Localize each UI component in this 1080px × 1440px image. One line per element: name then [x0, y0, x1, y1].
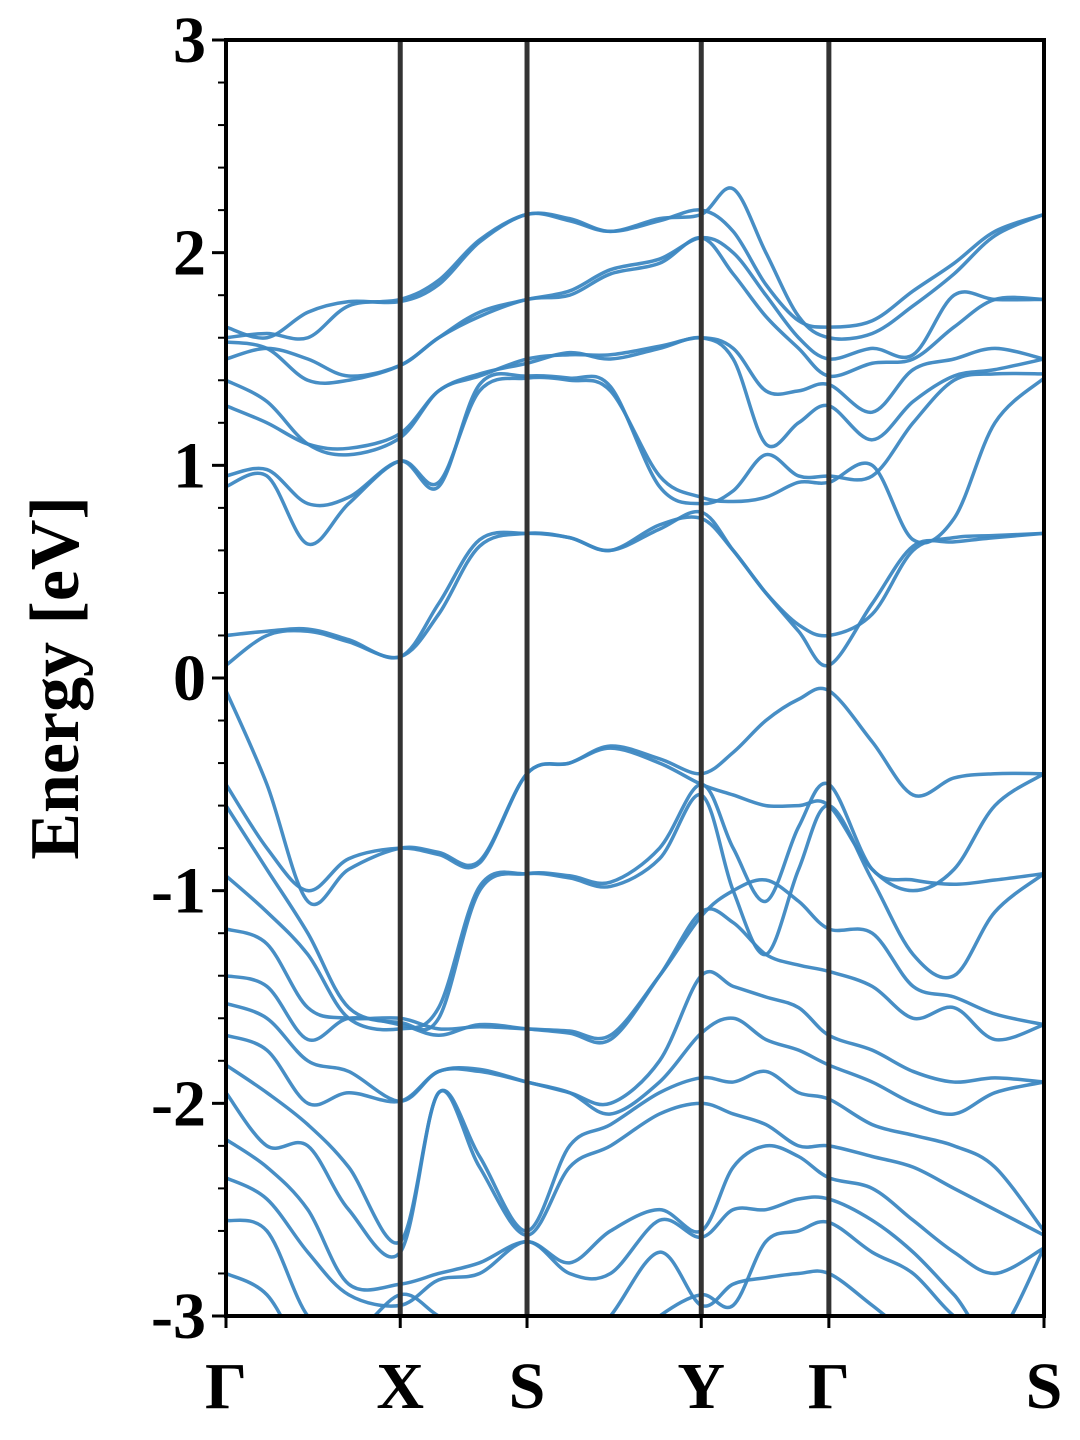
band-line-v6 [226, 907, 1044, 1045]
x-tick-label: X [376, 1350, 424, 1423]
band-line-c6 [226, 335, 1044, 457]
y-tick-label: 1 [173, 429, 206, 502]
band-line-v11 [226, 1138, 1044, 1292]
band-line-v10 [226, 1088, 1044, 1259]
x-tick-label: Y [677, 1350, 725, 1423]
y-tick-label: -2 [151, 1067, 206, 1140]
band-line-v3 [226, 781, 1044, 1032]
y-tick-label: -1 [151, 855, 206, 928]
y-tick-label: 3 [173, 4, 206, 77]
band-line-v1 [226, 686, 1044, 906]
x-tick-label: Γ [205, 1350, 247, 1423]
band-line-v4 [226, 793, 1044, 1032]
y-axis-title: Energy [eV] [17, 496, 94, 860]
plot-frame [224, 38, 1046, 1318]
bands [226, 186, 1044, 1316]
band-line-c3 [226, 375, 1044, 547]
band-line-c1 [226, 509, 1044, 668]
band-line-v8 [226, 1016, 1044, 1116]
band-line-v2 [226, 746, 1044, 893]
y-tick-label: 0 [173, 642, 206, 715]
band-line-v12 [226, 1176, 1044, 1316]
band-line-c5 [226, 335, 1044, 451]
high-symmetry-lines [397, 40, 832, 1316]
x-tick-label: S [1026, 1350, 1063, 1423]
x-tick-label: Γ [808, 1350, 850, 1423]
band-line-c2 [226, 515, 1044, 660]
band-line-v9 [226, 1063, 1044, 1245]
band-line-v7 [226, 969, 1044, 1107]
y-tick-label: 2 [173, 217, 206, 290]
y-tick-label: -3 [151, 1280, 206, 1353]
band-line-c8 [226, 235, 1044, 386]
y-axis: -3 -2 -1 0 1 2 3 [151, 4, 226, 1353]
band-line-c4 [226, 371, 1044, 508]
band-line-v13 [226, 1218, 889, 1316]
band-line-v14 [226, 1219, 957, 1316]
band-line-c7 [226, 236, 1044, 379]
band-line-c10 [226, 208, 1044, 341]
x-tick-label: S [509, 1350, 546, 1423]
